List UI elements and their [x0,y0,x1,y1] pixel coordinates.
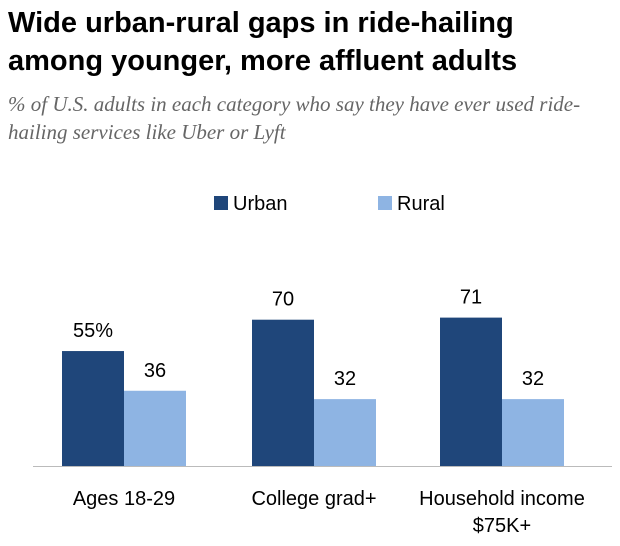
legend-swatch-rural [378,196,392,210]
category-label-1: Ages 18-29 [73,488,175,510]
value-label-urban-1: 55% [73,320,113,342]
category-labels: Ages 18-29 College grad+ Household income $… [73,488,585,537]
bar-urban-2 [252,319,314,466]
bar-rural-3 [502,399,564,466]
chart-title: Wide urban-rural gaps in ride-hailing am… [8,7,518,77]
value-label-urban-2: 70 [272,289,294,311]
category-label-3-line-1: Household income [419,488,585,510]
value-labels: 55% 70 71 36 32 32 [73,287,544,391]
legend: Urban Rural [214,193,445,215]
category-label-3-line-2: $75K+ [473,515,531,537]
legend-label-urban: Urban [233,193,287,215]
value-label-rural-3: 32 [522,368,544,390]
bar-rural-1 [124,390,186,466]
legend-label-rural: Rural [397,193,445,215]
bar-urban-3 [440,317,502,466]
value-label-rural-2: 32 [334,368,356,390]
value-label-urban-3: 71 [460,287,482,309]
legend-swatch-urban [214,196,228,210]
category-label-2: College grad+ [251,488,376,510]
chart-subtitle: % of U.S. adults in each category who sa… [8,92,581,144]
value-label-rural-1: 36 [144,360,166,382]
bar-urban-1 [62,351,124,466]
bar-rural-2 [314,399,376,466]
bars [62,317,564,466]
